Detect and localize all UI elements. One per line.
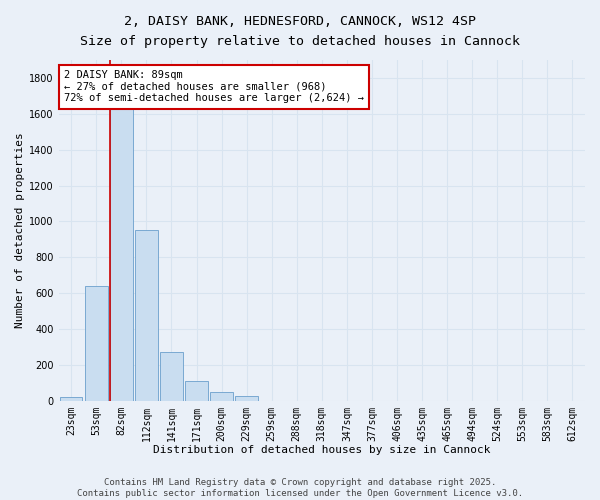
Bar <box>185 381 208 400</box>
Text: Contains HM Land Registry data © Crown copyright and database right 2025.
Contai: Contains HM Land Registry data © Crown c… <box>77 478 523 498</box>
Bar <box>85 286 107 401</box>
X-axis label: Distribution of detached houses by size in Cannock: Distribution of detached houses by size … <box>153 445 491 455</box>
Text: Size of property relative to detached houses in Cannock: Size of property relative to detached ho… <box>80 35 520 48</box>
Text: 2 DAISY BANK: 89sqm
← 27% of detached houses are smaller (968)
72% of semi-detac: 2 DAISY BANK: 89sqm ← 27% of detached ho… <box>64 70 364 103</box>
Text: 2, DAISY BANK, HEDNESFORD, CANNOCK, WS12 4SP: 2, DAISY BANK, HEDNESFORD, CANNOCK, WS12… <box>124 15 476 28</box>
Y-axis label: Number of detached properties: Number of detached properties <box>15 132 25 328</box>
Bar <box>60 397 82 400</box>
Bar <box>110 87 133 400</box>
Bar <box>135 230 158 400</box>
Bar <box>210 392 233 400</box>
Bar <box>235 396 258 400</box>
Bar <box>160 352 183 401</box>
